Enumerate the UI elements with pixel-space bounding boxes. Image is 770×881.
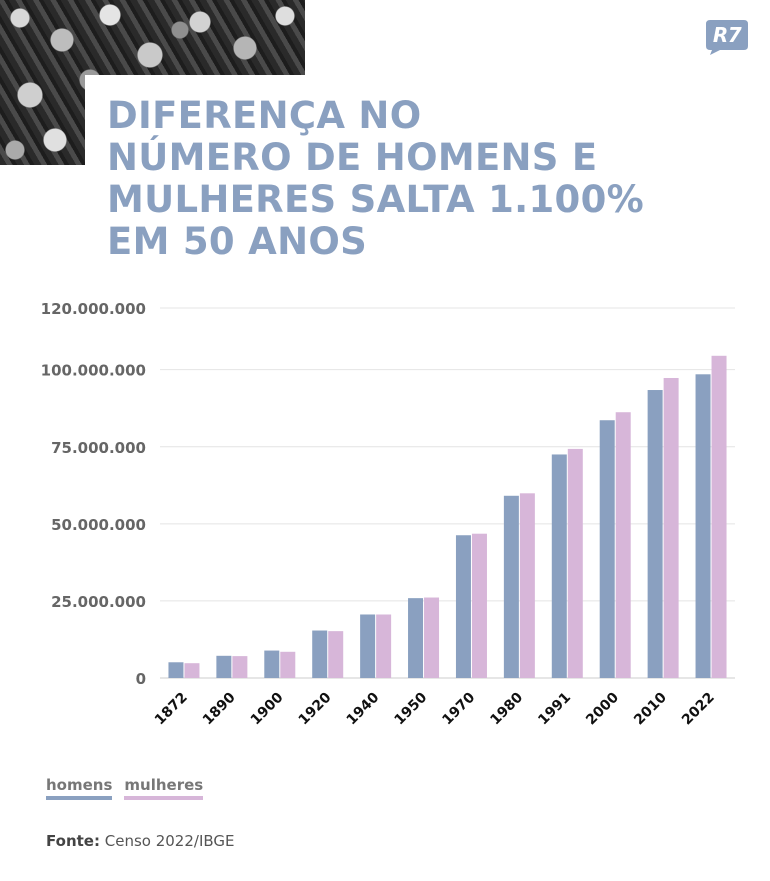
chart-legend: homens mulheres xyxy=(46,776,204,800)
source-text: Censo 2022/IBGE xyxy=(104,832,235,850)
x-tick-label: 1920 xyxy=(296,689,335,728)
x-tick-label: 1991 xyxy=(535,690,574,729)
y-tick-label: 75.000.000 xyxy=(51,439,146,457)
x-tick-label: 1900 xyxy=(248,689,287,728)
x-tick-label: 1872 xyxy=(152,690,191,729)
bar-homens-2010 xyxy=(647,390,663,678)
bar-mulheres-1980 xyxy=(519,493,535,678)
x-tick-label: 1970 xyxy=(439,689,478,728)
bar-homens-1900 xyxy=(264,650,280,678)
page-title: DIFERENÇA NO NÚMERO DE HOMENS E MULHERES… xyxy=(107,94,645,263)
y-tick-label: 100.000.000 xyxy=(41,362,146,380)
y-tick-label: 0 xyxy=(136,670,146,688)
bar-homens-2000 xyxy=(599,420,615,678)
bar-mulheres-2010 xyxy=(663,377,679,678)
x-tick-label: 2010 xyxy=(631,689,670,728)
x-tick-label: 2022 xyxy=(679,690,718,729)
x-tick-label: 2000 xyxy=(583,689,622,728)
bar-mulheres-1950 xyxy=(424,597,440,678)
bar-mulheres-1970 xyxy=(471,533,487,678)
bar-mulheres-2022 xyxy=(711,355,727,678)
bar-mulheres-1872 xyxy=(184,663,200,678)
legend-item-homens: homens xyxy=(46,776,113,800)
bar-homens-1980 xyxy=(503,495,519,678)
bar-mulheres-1920 xyxy=(328,631,344,678)
bar-mulheres-1900 xyxy=(280,651,296,678)
r7-logo-text: R7 xyxy=(712,23,742,47)
bar-homens-1890 xyxy=(216,655,232,678)
bar-homens-1872 xyxy=(168,662,184,678)
x-tick-label: 1950 xyxy=(392,689,431,728)
bar-homens-1970 xyxy=(455,535,471,678)
x-tick-label: 1890 xyxy=(200,689,239,728)
bar-homens-1920 xyxy=(312,630,328,678)
bar-mulheres-2000 xyxy=(615,412,631,678)
y-tick-label: 120.000.000 xyxy=(41,300,146,318)
bar-homens-2022 xyxy=(695,374,711,678)
x-tick-label: 1940 xyxy=(344,689,383,728)
bar-mulheres-1890 xyxy=(232,656,248,678)
bar-homens-1940 xyxy=(360,614,376,678)
source-label: Fonte: xyxy=(46,832,100,850)
population-bar-chart: 0 25.000.000 50.000.000 75.000.000 100.000.0… xyxy=(41,300,735,729)
bar-mulheres-1940 xyxy=(376,614,392,678)
bar-homens-1950 xyxy=(408,598,424,678)
source-note: Fonte: Censo 2022/IBGE xyxy=(46,832,235,850)
r7-logo-icon xyxy=(706,20,748,55)
x-tick-label: 1980 xyxy=(487,689,526,728)
legend-item-mulheres: mulheres xyxy=(124,776,204,800)
y-tick-label: 25.000.000 xyxy=(51,593,146,611)
bar-homens-1991 xyxy=(551,454,567,678)
y-tick-label: 50.000.000 xyxy=(51,516,146,534)
bar-mulheres-1991 xyxy=(567,448,583,678)
title-card xyxy=(85,75,720,265)
